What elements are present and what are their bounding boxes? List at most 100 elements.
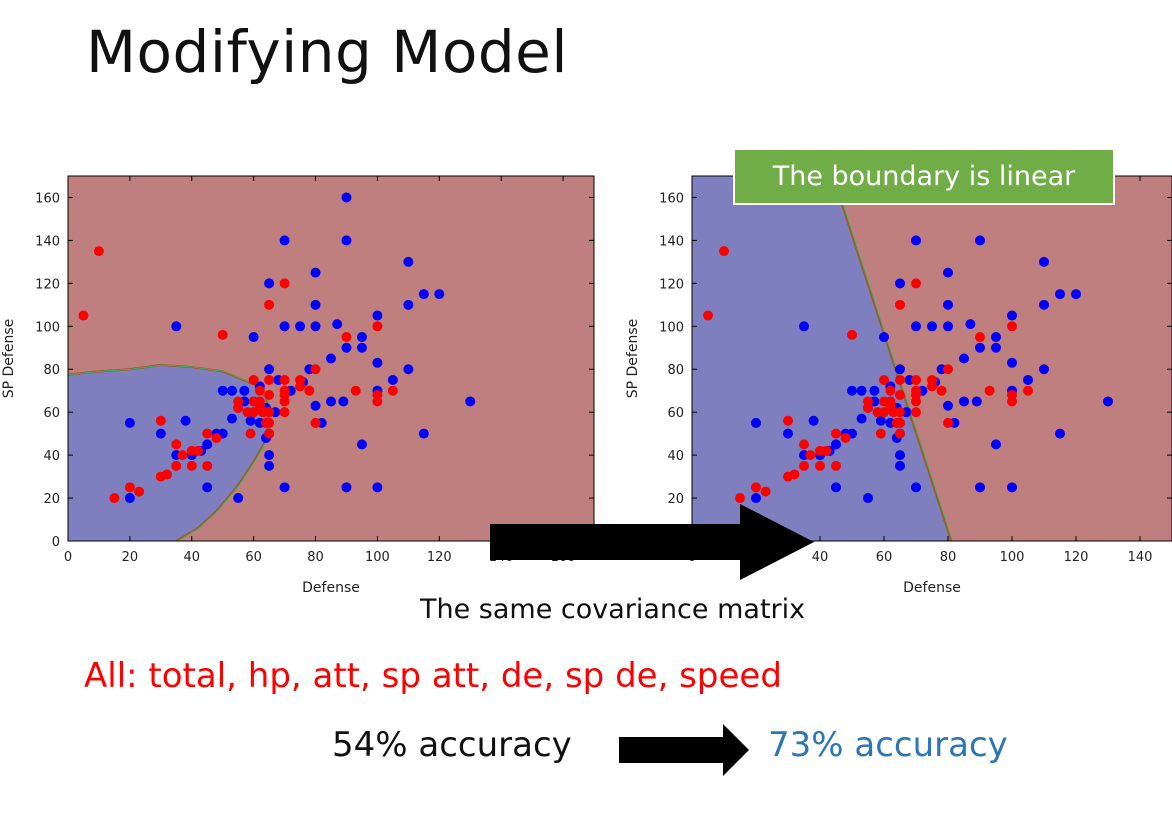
- left-chart-point-red: [310, 364, 321, 375]
- left-chart-point-blue: [356, 439, 367, 450]
- left-chart-point-red: [171, 439, 182, 450]
- right-chart-point-blue: [1039, 364, 1049, 375]
- left-chart-point-blue: [326, 353, 336, 364]
- right-chart-point-red: [943, 364, 953, 375]
- right-chart-point-blue: [911, 235, 921, 246]
- left-chart-point-blue: [403, 256, 414, 267]
- left-chart-point-red: [124, 482, 135, 493]
- left-chart-point-blue: [124, 493, 135, 504]
- right-chart-point-red: [799, 439, 809, 450]
- left-chart-point-blue: [387, 374, 398, 385]
- right-chart-region-blue: [692, 176, 952, 541]
- right-chart-ytick-label: 160: [659, 191, 684, 206]
- left-chart-ytick-label: 120: [35, 277, 60, 292]
- left-chart-point-blue: [155, 428, 166, 439]
- left-chart-point-blue: [264, 460, 275, 471]
- right-chart-point-blue: [879, 332, 889, 343]
- right-chart-point-red: [911, 374, 921, 385]
- left-chart-ylabel: SP Defense: [1, 319, 17, 399]
- accuracy-after: 73% accuracy: [768, 725, 1008, 765]
- left-chart-point-blue: [341, 192, 352, 203]
- left-chart-ytick-label: 40: [43, 449, 60, 464]
- left-chart-point-blue: [310, 321, 321, 332]
- right-chart-ytick-label: 40: [667, 449, 684, 464]
- left-chart-point-red: [171, 460, 182, 471]
- right-chart-point-blue: [975, 482, 985, 493]
- right-chart-point-blue: [799, 321, 809, 332]
- right-chart-point-red: [911, 407, 921, 418]
- left-chart-point-blue: [279, 321, 290, 332]
- left-chart-point-red: [372, 390, 383, 400]
- left-chart-ytick-label: 60: [43, 406, 60, 421]
- left-chart-xtick-label: 0: [64, 550, 72, 565]
- left-chart-point-blue: [341, 482, 352, 493]
- right-chart-point-blue: [991, 332, 1001, 343]
- right-chart-point-red: [751, 482, 761, 493]
- boundary-callout: The boundary is linear: [733, 148, 1115, 205]
- left-chart-xtick-label: 100: [365, 550, 390, 565]
- left-chart-point-blue: [356, 342, 367, 353]
- left-chart-point-red: [372, 321, 383, 332]
- left-chart-point-red: [350, 385, 361, 396]
- right-chart-point-blue: [895, 460, 905, 471]
- left-chart-point-blue: [338, 396, 349, 407]
- features-line: All: total, hp, att, sp att, de, sp de, …: [84, 656, 782, 696]
- right-chart-point-red: [895, 374, 905, 385]
- right-chart-xlabel: Defense: [903, 580, 961, 596]
- right-chart-point-blue: [869, 385, 880, 396]
- right-chart-point-red: [1007, 321, 1017, 332]
- left-chart-point-red: [202, 428, 213, 439]
- left-chart-point-blue: [310, 267, 321, 278]
- right-chart-point-blue: [863, 493, 873, 504]
- left-chart-frame: [67, 175, 595, 542]
- right-chart-point-blue: [1039, 256, 1049, 267]
- right-chart-xtick-label: 40: [812, 550, 829, 565]
- right-chart-point-blue: [943, 267, 953, 278]
- right-chart-point-red: [895, 417, 905, 428]
- left-chart-point-red: [264, 390, 275, 400]
- left-chart-point-red: [387, 385, 398, 396]
- left-chart-point-blue: [310, 400, 321, 411]
- right-chart-point-blue: [1007, 482, 1017, 493]
- right-chart-point-red: [735, 493, 745, 504]
- left-chart-point-blue: [341, 235, 352, 246]
- left-chart-point-red: [109, 493, 120, 504]
- left-chart-point-blue: [248, 332, 259, 343]
- right-chart-point-red: [879, 374, 889, 385]
- right-chart-ytick-label: 140: [659, 234, 684, 249]
- left-chart-point-blue: [372, 357, 383, 368]
- left-chart-point-red: [186, 460, 197, 471]
- left-chart-ytick-label: 160: [35, 191, 60, 206]
- left-chart-point-blue: [279, 482, 290, 493]
- left-chart-point-red: [134, 486, 145, 497]
- left-chart-point-red: [279, 278, 290, 289]
- right-chart-point-red: [911, 278, 921, 289]
- right-chart-point-red: [719, 246, 729, 257]
- left-chart-point-blue: [434, 289, 445, 300]
- right-chart-point-red: [879, 407, 889, 418]
- left-chart-point-blue: [264, 450, 275, 461]
- covariance-caption: The same covariance matrix: [420, 594, 806, 625]
- left-chart-point-blue: [202, 439, 213, 450]
- right-chart-ytick-label: 100: [659, 320, 684, 335]
- left-chart-xtick-label: 80: [307, 550, 324, 565]
- right-chart-ytick-label: 20: [667, 492, 684, 507]
- left-chart-point-blue: [465, 396, 476, 407]
- right-chart-point-red: [927, 374, 937, 385]
- right-chart-xtick-label: 80: [940, 550, 957, 565]
- right-chart-point-red: [805, 450, 816, 461]
- left-chart-point-red: [264, 299, 275, 310]
- small-right-arrow-icon: [619, 724, 749, 776]
- right-chart-point-red: [703, 310, 713, 321]
- left-chart-point-blue: [418, 428, 429, 439]
- right-chart-point-red: [863, 402, 873, 413]
- left-chart-xlabel: Defense: [302, 580, 360, 596]
- right-chart-point-blue: [991, 342, 1001, 353]
- left-chart-point-blue: [226, 413, 237, 424]
- right-chart-point-red: [895, 390, 905, 400]
- left-chart-point-red: [248, 374, 259, 385]
- left-chart-ytick-label: 80: [43, 363, 60, 378]
- left-chart-point-red: [217, 329, 228, 340]
- right-chart-point-blue: [856, 385, 867, 396]
